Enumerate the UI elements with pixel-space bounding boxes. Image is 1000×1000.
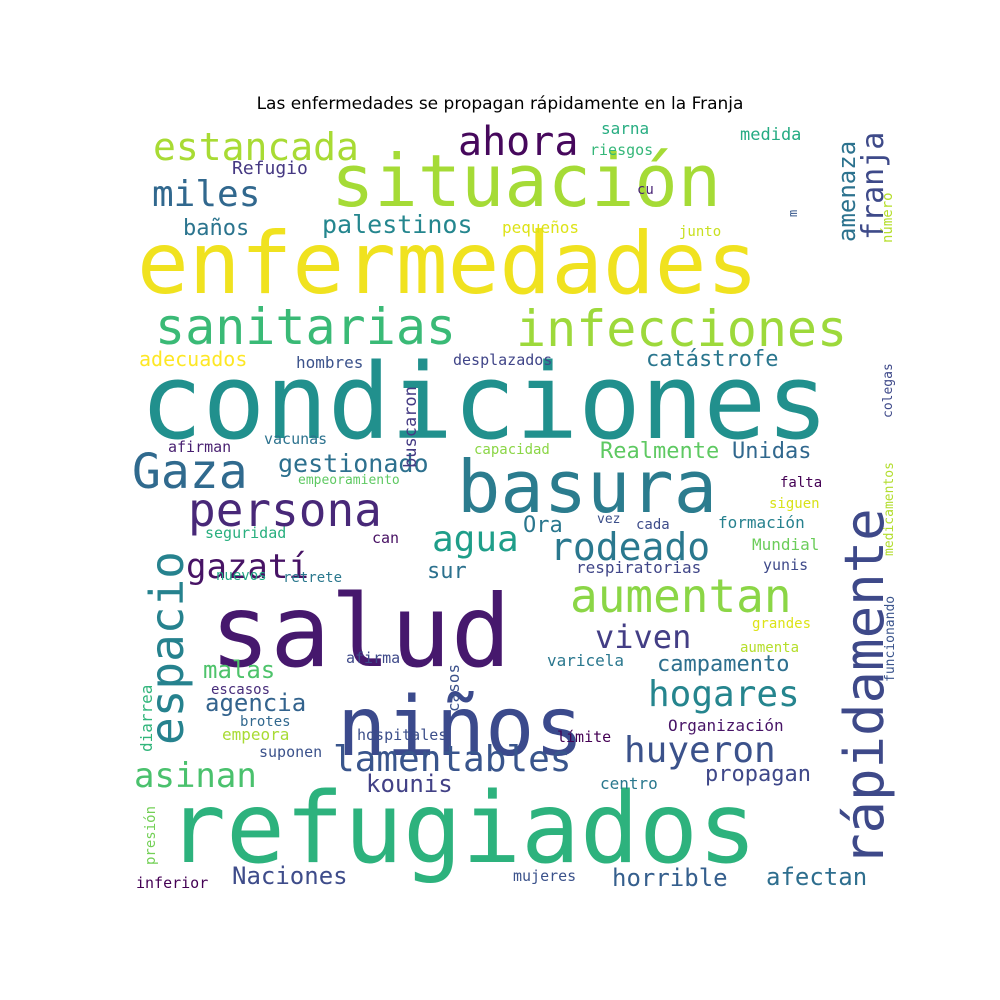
word-baños: baños — [183, 216, 249, 241]
word-capacidad: capacidad — [474, 442, 550, 458]
word-situación: situación — [331, 139, 721, 223]
word-gaza: Gaza — [132, 444, 248, 500]
word-aumentan: aumentan — [570, 569, 792, 623]
word-rápidamente: rápidamente — [833, 508, 896, 866]
word-adecuados: adecuados — [139, 347, 247, 371]
word-unidas: Unidas — [732, 439, 811, 464]
word-gestionado: gestionado — [278, 449, 429, 478]
word-vacunas: vacunas — [264, 430, 327, 448]
word-horrible: horrible — [612, 864, 728, 892]
word-formación: formación — [718, 513, 805, 532]
word-naciones: Naciones — [232, 862, 348, 890]
word-refugio: Refugio — [232, 158, 308, 179]
chart-title: Las enfermedades se propagan rápidamente… — [256, 94, 744, 114]
word-empeoramiento: empeoramiento — [298, 473, 400, 488]
word-asinan: asinan — [134, 756, 257, 796]
word-número: número — [880, 192, 896, 243]
word-buscaron: buscaron — [401, 386, 421, 468]
word-varicela: varicela — [547, 651, 624, 670]
word-can: can — [372, 529, 399, 547]
word-malas: malas — [203, 656, 275, 684]
word-realmente: Realmente — [600, 439, 719, 464]
word-agua: agua — [432, 519, 519, 560]
word-suponen: suponen — [259, 743, 322, 761]
word-hombres: hombres — [296, 353, 363, 372]
word-siguen: siguen — [769, 496, 820, 512]
word-estancada: estancada — [153, 125, 359, 169]
word-retrete: retrete — [283, 570, 342, 586]
word-mundial: Mundial — [752, 535, 819, 554]
word-niños: niños — [337, 680, 584, 775]
word-m: m — [786, 210, 800, 217]
word-seguridad: seguridad — [205, 524, 286, 542]
word-colegas: colegas — [881, 363, 896, 418]
word-mujeres: mujeres — [513, 867, 576, 885]
word-sanitarias: sanitarias — [155, 298, 456, 356]
word-refugiados: refugiados — [167, 772, 757, 886]
word-agencia: agencia — [205, 689, 306, 717]
word-yunis: yunis — [763, 556, 808, 574]
word-presión: presión — [143, 806, 159, 865]
word-brotes: brotes — [240, 714, 291, 730]
word-centro: centro — [600, 774, 658, 793]
word-catástrofe: catástrofe — [646, 347, 778, 372]
word-rodeado: rodeado — [550, 525, 710, 569]
word-empeora: empeora — [222, 725, 289, 744]
word-huyeron: huyeron — [624, 730, 776, 771]
word-franja: franja — [856, 132, 891, 240]
word-salud: salud — [210, 573, 511, 690]
word-junto: junto — [679, 224, 721, 240]
word-hospitales: hospitales — [357, 726, 447, 744]
word-vez: vez — [597, 512, 620, 527]
word-aumenta: aumenta — [740, 640, 799, 656]
word-sur: sur — [427, 559, 467, 584]
word-miles: miles — [152, 174, 260, 215]
word-organización: Organización — [668, 716, 784, 735]
word-inferior: inferior — [136, 874, 208, 892]
word-basura: basura — [457, 445, 717, 529]
word-palestinos: palestinos — [322, 210, 473, 239]
word-escasos: escasos — [211, 682, 270, 698]
word-kounis: kounis — [366, 770, 453, 798]
word-falta: falta — [780, 475, 822, 491]
word-respiratorias: respiratorias — [576, 558, 701, 577]
word-grandes: grandes — [752, 616, 811, 632]
word-desplazados: desplazados — [453, 351, 552, 369]
word-medida: medida — [740, 125, 801, 145]
word-medicamentos: medicamentos — [882, 462, 897, 556]
word-afirma: afirma — [346, 649, 400, 667]
word-diarrea: diarrea — [137, 685, 156, 752]
word-cada: cada — [636, 517, 670, 533]
word-afectan: afectan — [766, 863, 867, 891]
word-funcionando: funcionando — [883, 596, 898, 682]
word-infecciones: infecciones — [516, 300, 847, 358]
word-campamento: campamento — [657, 652, 789, 677]
word-amenaza: amenaza — [833, 141, 861, 242]
word-ahora: ahora — [458, 119, 578, 165]
word-gazatí: gazatí — [186, 547, 309, 587]
word-lamentables: lamentables — [333, 739, 571, 780]
word-pequeños: pequeños — [502, 218, 579, 237]
word-persona: persona — [188, 483, 382, 537]
word-condiciones: condiciones — [140, 341, 829, 463]
word-ora: Ora — [523, 513, 563, 538]
word-cu: cu — [637, 182, 654, 198]
word-límite: límite — [557, 728, 611, 746]
word-riesgos: riesgos — [590, 141, 653, 159]
word-nuevos: nuevos — [216, 568, 267, 584]
word-casos: casos — [444, 664, 463, 712]
word-enfermedades: enfermedades — [137, 214, 758, 314]
word-afirman: afirman — [168, 438, 231, 456]
word-espacio: espacio — [140, 551, 194, 745]
word-viven: viven — [595, 618, 691, 656]
word-hogares: hogares — [648, 674, 800, 715]
word-propagan: propagan — [705, 762, 811, 787]
word-sarna: sarna — [601, 119, 649, 138]
